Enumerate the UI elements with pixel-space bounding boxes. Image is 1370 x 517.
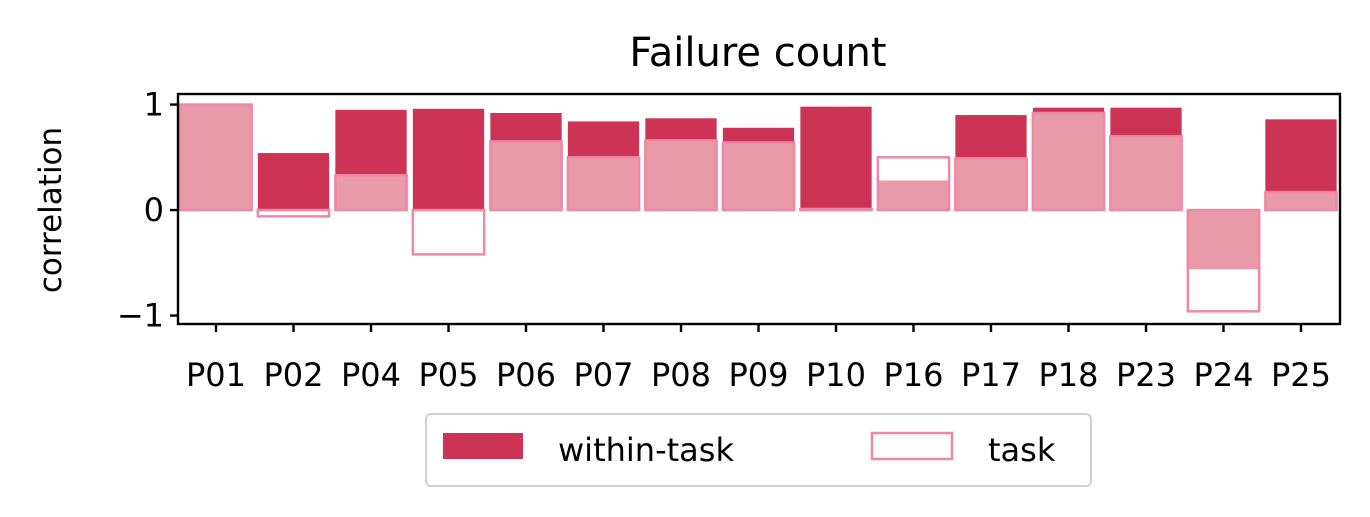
y-axis-label: correlation bbox=[33, 127, 69, 293]
legend-label-task: task bbox=[988, 431, 1056, 469]
bar-overlap-p18 bbox=[1032, 112, 1105, 211]
bar-overlap-p09 bbox=[722, 142, 795, 211]
bar-task-p06 bbox=[489, 140, 563, 212]
x-tick-label-p10: P10 bbox=[806, 356, 866, 394]
bar-task-p05 bbox=[411, 208, 486, 256]
bar-task-p02 bbox=[256, 208, 331, 218]
bar-overlap-p01 bbox=[180, 104, 252, 211]
legend-swatch-within-task bbox=[443, 433, 523, 459]
y-tick-label: −1 bbox=[117, 297, 164, 335]
bar-task-p08 bbox=[644, 139, 718, 212]
legend-swatch-task bbox=[870, 431, 954, 461]
bar-task-p18 bbox=[1031, 111, 1106, 212]
legend-label-within-task: within-task bbox=[558, 431, 734, 469]
bar-overlap-p23 bbox=[1110, 136, 1182, 211]
bar-overlap-p06 bbox=[490, 141, 562, 211]
x-tick-label-p07: P07 bbox=[573, 356, 633, 394]
bar-overlap-p17 bbox=[955, 158, 1027, 211]
x-tick-label-p04: P04 bbox=[341, 356, 401, 394]
x-tick-label-p02: P02 bbox=[263, 356, 323, 394]
x-tick-label-p06: P06 bbox=[496, 356, 556, 394]
bar-task-p24 bbox=[1186, 208, 1261, 313]
y-axis: 1 0 −1 bbox=[117, 86, 178, 335]
x-tick-label-p25: P25 bbox=[1271, 356, 1331, 394]
x-tick-label-p23: P23 bbox=[1116, 356, 1176, 394]
bar-task-p16 bbox=[876, 156, 951, 212]
x-tick-label-p18: P18 bbox=[1038, 356, 1098, 394]
bar-task-p09 bbox=[721, 141, 796, 212]
x-tick-label-p16: P16 bbox=[883, 356, 943, 394]
x-tick-label-p17: P17 bbox=[961, 356, 1021, 394]
bar-task-p04 bbox=[334, 173, 408, 212]
bar-task-p01 bbox=[179, 103, 253, 212]
bar-overlap-p07 bbox=[567, 157, 640, 211]
bar-task-p10 bbox=[799, 207, 873, 212]
bar-within-task-p05 bbox=[412, 108, 485, 211]
bar-task-p23 bbox=[1109, 134, 1183, 212]
bar-overlap-p24 bbox=[1187, 210, 1260, 270]
x-tick-label-p01: P01 bbox=[186, 356, 246, 394]
bar-task-p07 bbox=[566, 156, 641, 212]
legend: within-task task bbox=[425, 413, 1092, 487]
x-tick-label-p05: P05 bbox=[418, 356, 478, 394]
bar-task-p17 bbox=[954, 157, 1028, 212]
chart-title: Failure count bbox=[629, 30, 886, 76]
x-tick-label-p08: P08 bbox=[651, 356, 711, 394]
plot-area bbox=[179, 103, 1338, 313]
x-axis: P01 P02 P04 P05 P06 P07 P08 P09 P10 P16 P17 P18 P23 P… bbox=[186, 324, 1331, 394]
y-tick-label: 1 bbox=[144, 86, 164, 124]
bar-overlap-p04 bbox=[335, 175, 407, 211]
bar-within-task-p10 bbox=[800, 106, 872, 211]
y-tick-label: 0 bbox=[144, 191, 164, 229]
x-tick-label-p24: P24 bbox=[1193, 356, 1253, 394]
bar-overlap-p16 bbox=[877, 180, 950, 211]
bar-overlap-p08 bbox=[645, 140, 717, 211]
bar-overlap-p25 bbox=[1265, 192, 1337, 211]
bar-within-task-p02 bbox=[257, 153, 330, 211]
bar-task-p25 bbox=[1264, 190, 1338, 212]
x-tick-label-p09: P09 bbox=[728, 356, 788, 394]
